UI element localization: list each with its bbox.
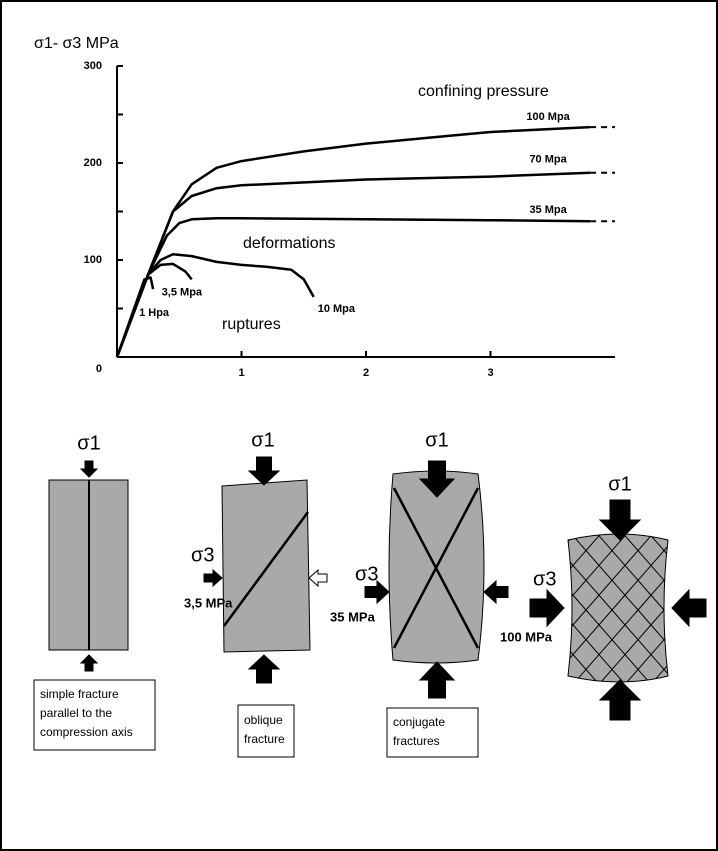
sigma3-label: σ3 [355,563,378,585]
y-tick-label: 300 [84,60,102,72]
x-tick-label: 1 [238,367,244,379]
pressure-label: 100 MPa [500,629,553,644]
caption: oblique [244,713,283,727]
caption: fractures [393,734,440,748]
y-tick-label: 0 [96,363,102,375]
sigma3-label: σ3 [191,544,214,566]
curve-label: 3,5 Mpa [162,286,203,298]
y-tick-label: 200 [84,157,102,169]
sigma1-label: σ1 [77,432,100,454]
annotation: deformations [243,235,336,252]
pressure-label: 35 MPa [330,609,376,624]
x-tick-label: 3 [487,367,493,379]
figure: σ1- σ3 MPa confining pressure deformatio… [0,0,718,851]
y-axis-title: σ1- σ3 MPa [34,35,119,52]
pressure-label: 3,5 MPa [184,595,233,610]
caption: parallel to the [40,706,112,720]
curve-label: 1 Hpa [139,307,170,319]
specimen [222,480,310,652]
y-tick-label: 100 [84,254,102,266]
sigma1-label: σ1 [425,429,448,451]
curve-label: 70 Mpa [529,154,567,166]
curve-label: 100 Mpa [526,111,570,123]
caption: simple fracture [40,687,119,701]
curve-label: 10 Mpa [318,303,356,315]
sigma1-label: σ1 [251,429,274,451]
caption: compression axis [40,725,133,739]
caption: fracture [244,732,285,746]
sigma1-label: σ1 [608,473,631,495]
caption: conjugate [393,715,445,729]
sigma3-label: σ3 [533,568,556,590]
annotation: confining pressure [418,83,549,100]
curve-label: 35 Mpa [529,204,567,216]
x-tick-label: 2 [363,367,369,379]
annotation: ruptures [222,316,281,333]
specimen [568,534,668,682]
